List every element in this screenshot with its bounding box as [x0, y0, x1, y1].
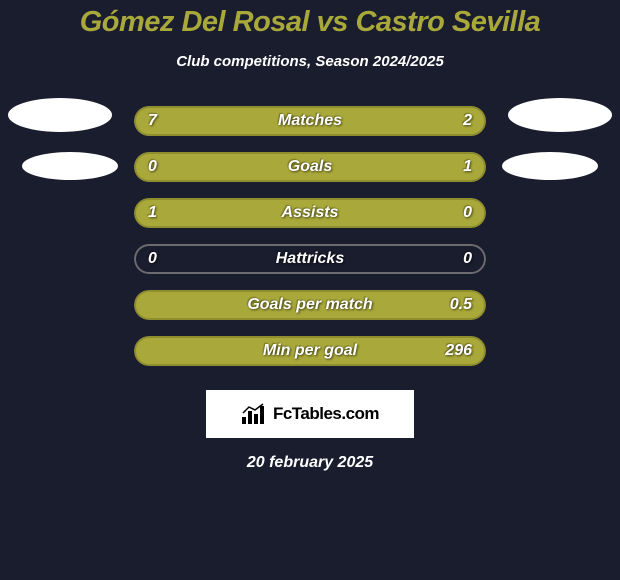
metric-bar: Min per goal296 [134, 336, 486, 366]
metric-value-right: 0 [463, 204, 472, 222]
subtitle: Club competitions, Season 2024/2025 [176, 53, 444, 70]
metric-bar: 1Assists0 [134, 198, 486, 228]
metric-bar: 0Hattricks0 [134, 244, 486, 274]
metric-value-right: 0 [463, 250, 472, 268]
metric-value-right: 2 [463, 112, 472, 130]
metrics-bars: 7Matches20Goals11Assists00Hattricks0Goal… [134, 106, 486, 366]
metric-bar: 0Goals1 [134, 152, 486, 182]
metric-label: Min per goal [134, 342, 486, 360]
page-title: Gómez Del Rosal vs Castro Sevilla [80, 6, 541, 39]
metric-label: Assists [134, 204, 486, 222]
comparison-infographic: Gómez Del Rosal vs Castro Sevilla Club c… [0, 0, 620, 472]
metric-bar: Goals per match0.5 [134, 290, 486, 320]
metric-label: Matches [134, 112, 486, 130]
source-logo: FcTables.com [206, 390, 414, 438]
metric-value-right: 296 [445, 342, 472, 360]
team-left-avatar [22, 152, 118, 180]
metric-label: Goals per match [134, 296, 486, 314]
metric-bar: 7Matches2 [134, 106, 486, 136]
metric-label: Goals [134, 158, 486, 176]
logo-text: FcTables.com [273, 404, 379, 424]
metric-value-right: 0.5 [450, 296, 472, 314]
player-right-avatar [508, 98, 612, 132]
metric-value-right: 1 [463, 158, 472, 176]
player-left-avatar [8, 98, 112, 132]
date-text: 20 february 2025 [247, 454, 373, 472]
bar-chart-icon [241, 403, 267, 425]
team-right-avatar [502, 152, 598, 180]
metric-label: Hattricks [134, 250, 486, 268]
